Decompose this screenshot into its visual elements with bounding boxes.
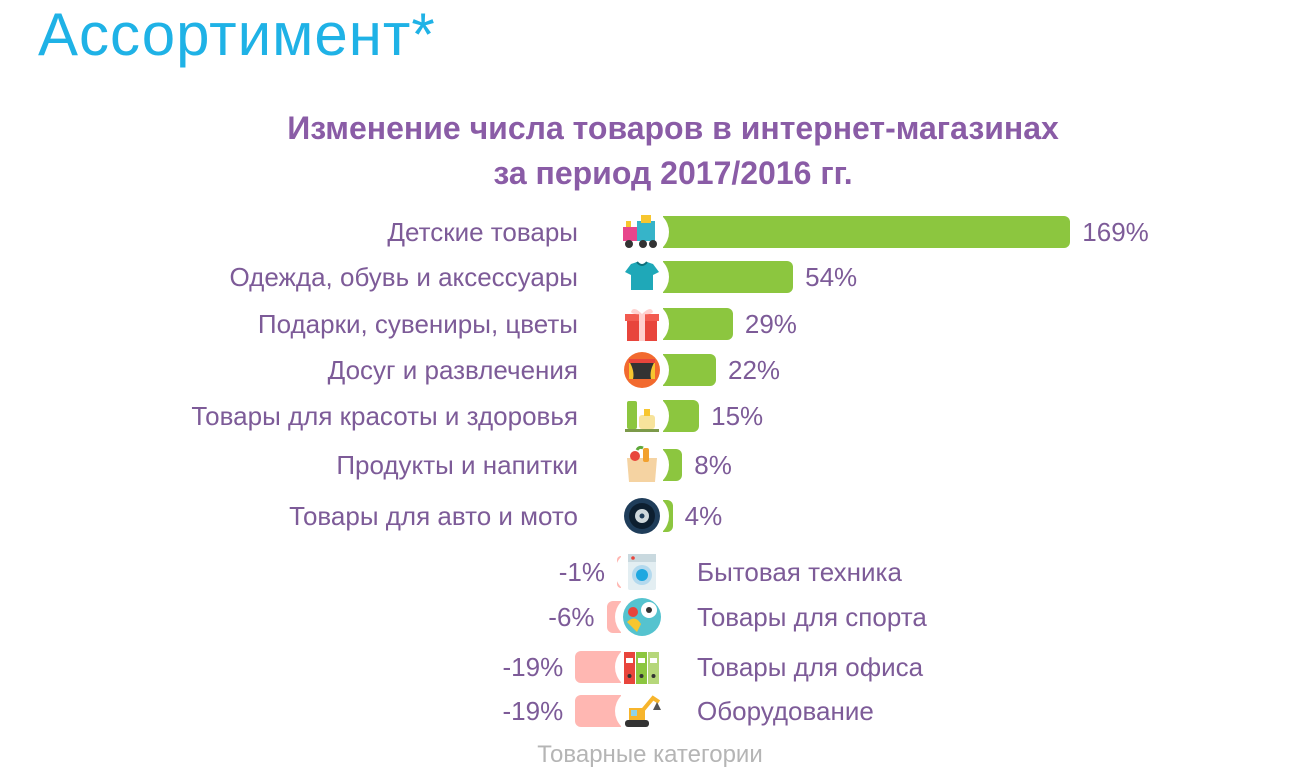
page-title: Ассортимент* bbox=[38, 1, 436, 68]
data-label: 22% bbox=[728, 355, 781, 385]
washing-machine-icon bbox=[615, 550, 669, 594]
data-label: 54% bbox=[805, 262, 858, 292]
bar bbox=[575, 651, 621, 683]
bar bbox=[663, 354, 717, 386]
category-label: Товары для красоты и здоровья bbox=[191, 401, 578, 431]
data-label: 15% bbox=[711, 401, 764, 431]
category-label: Товары для спорта bbox=[697, 602, 927, 632]
data-label: -1% bbox=[558, 557, 605, 587]
data-label: 169% bbox=[1082, 217, 1149, 247]
sports-balls-icon bbox=[615, 595, 669, 639]
bar bbox=[663, 216, 1071, 248]
bar bbox=[663, 261, 794, 293]
chart-title: Изменение числа товаров в интернет-магаз… bbox=[0, 106, 1292, 196]
grocery-bag-icon bbox=[615, 443, 669, 487]
gift-box-icon bbox=[615, 302, 669, 346]
axis-caption: Товарные категории bbox=[537, 741, 763, 768]
data-label: 29% bbox=[744, 309, 797, 339]
category-label: Оборудование bbox=[697, 696, 874, 726]
chart-title-line-2: за период 2017/2016 гг. bbox=[493, 155, 853, 191]
category-label: Бытовая техника bbox=[697, 557, 902, 587]
bar bbox=[663, 308, 733, 340]
data-label: -19% bbox=[502, 652, 564, 682]
category-label: Товары для авто и мото bbox=[289, 501, 578, 531]
office-binders-icon bbox=[615, 645, 669, 689]
bar bbox=[575, 695, 621, 727]
car-tire-icon bbox=[615, 494, 669, 538]
chart-title-line-1: Изменение числа товаров в интернет-магаз… bbox=[287, 110, 1059, 146]
theater-stage-icon bbox=[615, 348, 669, 392]
category-label: Детские товары bbox=[387, 217, 578, 247]
category-label: Товары для офиса bbox=[697, 652, 924, 682]
data-label: 8% bbox=[694, 450, 732, 480]
category-label: Одежда, обувь и аксессуары bbox=[229, 262, 578, 292]
data-label: 4% bbox=[684, 501, 723, 531]
data-label: -6% bbox=[548, 602, 595, 632]
category-label: Досуг и развлечения bbox=[327, 355, 578, 385]
tshirt-icon bbox=[615, 255, 669, 299]
data-label: -19% bbox=[502, 696, 564, 726]
toy-train-icon bbox=[615, 210, 669, 254]
excavator-icon bbox=[615, 689, 669, 733]
bar bbox=[663, 400, 700, 432]
category-label: Подарки, сувениры, цветы bbox=[257, 309, 578, 339]
category-label: Продукты и напитки bbox=[336, 450, 578, 480]
cosmetics-icon bbox=[615, 394, 669, 438]
